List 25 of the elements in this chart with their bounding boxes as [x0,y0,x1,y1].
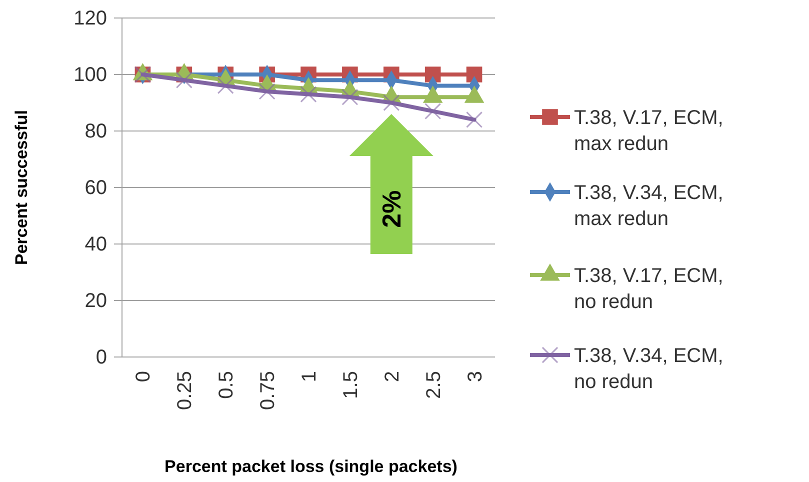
y-tick-label: 40 [84,233,107,256]
y-tick-label: 20 [84,290,107,312]
x-tick-label: 2 [381,371,404,382]
point [424,66,441,82]
x-tick-label: 0.5 [216,371,238,399]
legend-label: T.38, V.34, ECM, no redun [574,345,724,393]
y-tick-label: 60 [84,176,107,199]
y-tick-label: 80 [84,120,107,142]
x-tick-label: 3 [464,371,486,382]
legend-label: T.38, V.17, ECM, no redun [574,265,724,313]
x-tick-label: 1 [298,371,320,382]
y-tick-label: 0 [96,346,107,368]
point [466,66,482,82]
x-tick-label: 0.25 [174,371,196,410]
legend-label: T.38, V.17, ECM, max redun [574,107,724,155]
x-tick-label: 0.75 [257,371,280,410]
y-tick-label: 100 [74,64,107,86]
legend-label: T.38, V.34, ECM, max redun [574,182,724,230]
y-tick-label: 120 [74,7,107,30]
y-axis-title: Percent successful [12,110,31,265]
x-tick-label: 1.5 [340,371,362,399]
annotation: 2% [376,190,406,228]
x-axis-title: Percent packet loss (single packets) [164,457,458,476]
x-tick-label: 2.5 [422,371,445,399]
x-tick-label: 0 [132,371,155,382]
